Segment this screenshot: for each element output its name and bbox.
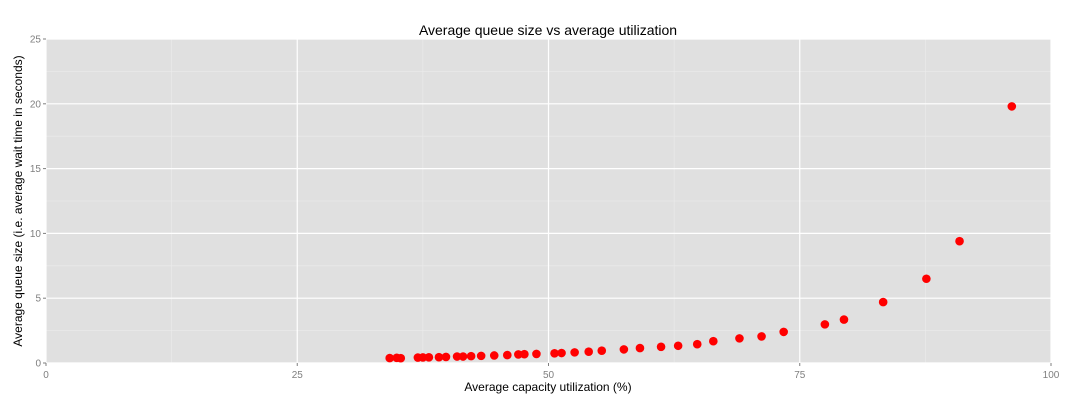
data-point: [452, 352, 462, 361]
axis-ticks: 0 25 50 75 100 0 5 10 15 20 25: [30, 35, 1060, 382]
x-axis-title: Average capacity utilization (%): [464, 380, 631, 394]
y-tick-label: 15: [30, 164, 42, 175]
x-tick-label: 100: [1043, 370, 1060, 381]
x-tick-label: 25: [292, 370, 304, 381]
x-tick-label: 75: [794, 370, 806, 381]
data-point: [735, 334, 744, 343]
data-point: [396, 353, 406, 363]
data-point: [385, 353, 395, 363]
data-point: [820, 320, 830, 329]
data-point: [441, 352, 451, 362]
chart-title: Average queue size vs average utilizatio…: [419, 22, 677, 38]
data-point: [779, 327, 788, 337]
y-tick-label: 25: [30, 35, 42, 46]
y-axis-title: Average queue size (i.e. average wait ti…: [11, 55, 25, 346]
data-point: [1007, 102, 1017, 111]
data-point: [489, 351, 499, 360]
y-tick-label: 0: [35, 359, 41, 370]
data-point: [424, 352, 434, 362]
x-tick-label: 50: [543, 370, 555, 381]
data-point: [839, 315, 849, 324]
data-point: [434, 352, 444, 362]
data-point: [418, 353, 428, 362]
data-point: [597, 346, 607, 355]
data-point: [570, 348, 579, 357]
y-tick-label: 20: [30, 99, 42, 110]
data-point: [709, 336, 718, 346]
data-point: [476, 351, 486, 361]
data-point: [532, 349, 541, 359]
data-point: [673, 341, 683, 351]
data-point: [584, 347, 593, 357]
data-point: [922, 274, 931, 284]
data-point: [458, 352, 468, 361]
data-point: [520, 349, 529, 359]
data-points: [385, 102, 1017, 363]
y-tick-label: 10: [30, 229, 42, 240]
data-point: [514, 350, 523, 359]
data-point: [619, 345, 629, 354]
data-point: [757, 332, 766, 341]
data-point: [955, 236, 964, 246]
x-tick-label: 0: [43, 370, 49, 381]
data-point: [550, 348, 559, 358]
data-point: [557, 348, 566, 358]
data-point: [656, 342, 666, 352]
data-point: [502, 350, 512, 360]
data-point: [878, 297, 888, 307]
y-tick-label: 5: [35, 294, 41, 305]
data-point: [692, 339, 702, 349]
data-point: [635, 343, 645, 353]
data-point: [466, 351, 476, 361]
